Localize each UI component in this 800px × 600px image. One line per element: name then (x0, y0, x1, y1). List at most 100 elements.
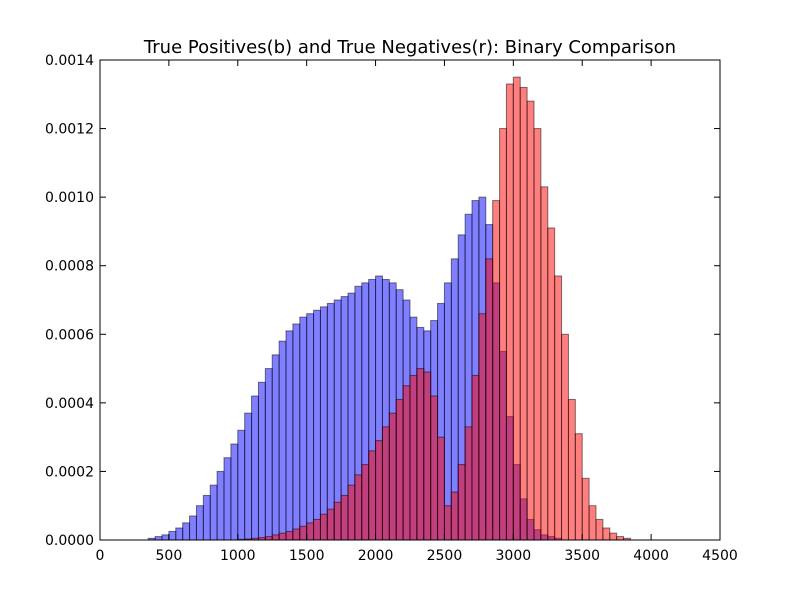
histogram-bar (299, 316, 308, 541)
y-tick-label: 0.0010 (45, 190, 94, 206)
histogram-bar (561, 333, 569, 541)
chart-title: True Positives(b) and True Negatives(r):… (143, 37, 676, 58)
histogram-bar (492, 200, 501, 541)
x-tick-label: 4000 (633, 548, 669, 564)
histogram-bar (588, 505, 597, 541)
histogram-bar (505, 83, 514, 541)
histogram-bar (313, 518, 321, 541)
histogram-bar (223, 457, 232, 541)
histogram-bar (457, 464, 466, 541)
histogram-bar (464, 426, 473, 541)
histogram-bar (333, 501, 342, 541)
histogram-bar (326, 302, 335, 541)
histogram-bar (195, 505, 204, 541)
histogram-bar (168, 530, 177, 541)
x-tick-label: 0 (96, 548, 105, 564)
histogram-bar (581, 477, 590, 541)
y-tick-label: 0.0014 (45, 53, 94, 69)
histogram-bar (375, 440, 383, 541)
histogram-bar (292, 323, 301, 541)
x-tick-label: 4500 (702, 548, 738, 564)
histogram-bar (368, 450, 377, 541)
histogram-bar (285, 530, 294, 541)
histogram-bar (602, 527, 611, 541)
histogram-bar (271, 534, 280, 541)
axes: 0 500 1000 1500 2000 2500 3000 3500 4000 4500 0.00… (45, 53, 738, 564)
histogram-bar (278, 532, 287, 541)
y-tick-label: 0.0006 (45, 327, 94, 343)
histogram-bar (264, 536, 273, 541)
histogram-bar (271, 354, 280, 541)
y-tick-label: 0.0008 (45, 259, 94, 275)
histogram-bar (285, 330, 294, 541)
x-tick-label: 3000 (496, 548, 532, 564)
histogram-bar (533, 128, 542, 541)
histogram-bar (306, 313, 315, 541)
histogram-bar (616, 536, 625, 541)
histogram-bar (485, 258, 494, 541)
histogram-bar (257, 381, 266, 541)
histogram-bar (319, 306, 328, 541)
histogram-bar (402, 385, 411, 541)
plot-frame (99, 59, 721, 541)
histogram-bar (409, 374, 418, 541)
histogram-bar (512, 76, 521, 541)
histogram-bar (554, 275, 563, 541)
histogram-bar (395, 398, 404, 541)
histogram-bar (437, 436, 445, 541)
histogram-bar (526, 100, 535, 541)
histogram-bar (326, 508, 335, 541)
histogram-bar (478, 313, 487, 541)
histogram-bar (251, 395, 259, 541)
histogram-bar (443, 505, 452, 541)
histogram-bar (264, 368, 273, 541)
histogram-bar (319, 513, 328, 541)
histogram-bar (306, 522, 315, 541)
histogram-bar (567, 398, 576, 541)
histogram-bar (471, 374, 480, 541)
x-tick-label: 2000 (358, 548, 394, 564)
histogram-bar (430, 395, 439, 541)
y-tick-label: 0.0000 (45, 533, 94, 549)
histogram-bar (237, 429, 246, 541)
x-tick-label: 1000 (220, 548, 256, 564)
y-tick-label: 0.0004 (45, 396, 94, 412)
histogram-bar (388, 412, 397, 541)
histogram-bar (230, 443, 239, 541)
histogram-bar (202, 494, 211, 541)
histogram-bar (182, 522, 191, 541)
x-tick-label: 2500 (427, 548, 463, 564)
histogram-bar (547, 227, 556, 541)
histogram-bar (209, 484, 218, 541)
histogram-bar (499, 128, 507, 541)
histogram-bar (244, 412, 253, 541)
histogram-bar (354, 474, 363, 541)
x-tick-label: 500 (156, 548, 183, 564)
x-tick-label: 3500 (564, 548, 600, 564)
histogram-bar (189, 515, 197, 541)
histogram-bar (416, 368, 425, 541)
histogram-bar (313, 309, 321, 541)
histogram-bar (340, 494, 349, 541)
histogram-bar (299, 525, 308, 541)
histogram-bar (161, 534, 170, 541)
histogram-bar (292, 528, 301, 541)
x-tick-label: 1500 (289, 548, 325, 564)
histogram-bar (574, 433, 583, 541)
histogram-bar (423, 371, 432, 541)
histogram-bar (595, 518, 604, 541)
histogram-bar (609, 532, 618, 541)
histogram-bar (361, 464, 370, 541)
histogram-bar (381, 426, 390, 541)
histogram-bar (450, 491, 459, 541)
histogram-bar (540, 186, 549, 541)
histogram-bar (216, 470, 225, 541)
histogram-bar (278, 340, 287, 541)
y-tick-label: 0.0002 (45, 464, 94, 480)
histogram-bar (347, 484, 356, 541)
y-tick-label: 0.0012 (45, 122, 94, 138)
histogram-bar (154, 536, 163, 541)
histogram-bar (175, 527, 184, 541)
